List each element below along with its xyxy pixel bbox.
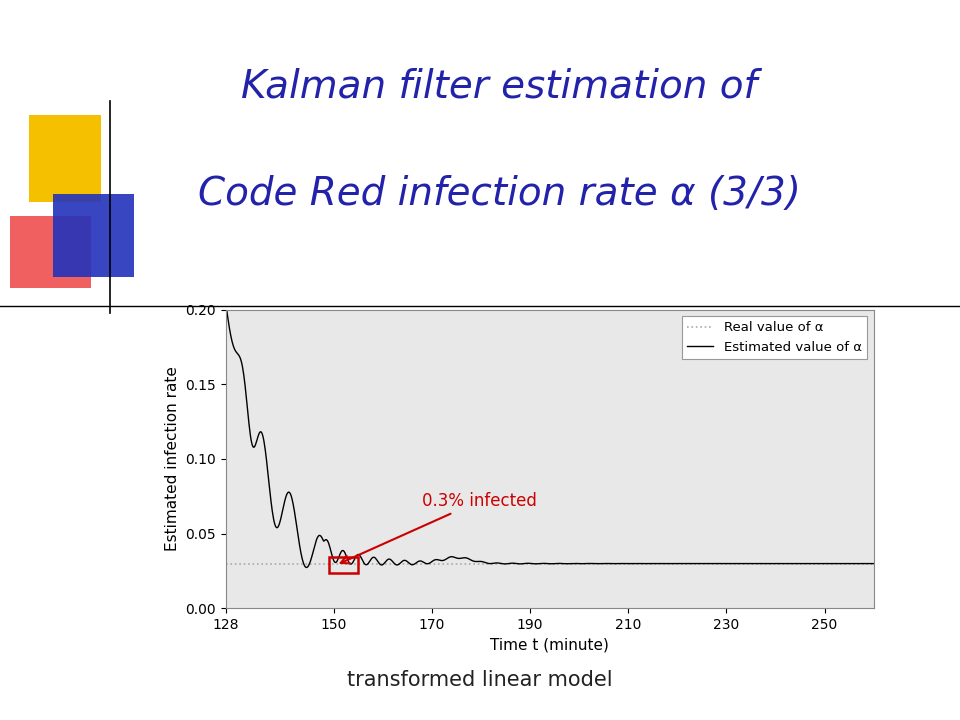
Text: 0.3% infected: 0.3% infected [341, 492, 537, 563]
Estimated value of α [286, 494, 298, 503]
Bar [328, 557, 358, 573]
Y-axis label: Estimated infection rate: Estimated infection rate [164, 366, 180, 552]
Text: Code Red infection rate α (3/3): Code Red infection rate α (3/3) [198, 176, 801, 213]
Estimated value of α [483, 559, 494, 568]
Legend: Real value of α, Estimated value of α: Real value of α, Estimated value of α [682, 316, 867, 359]
Line: Estimated value of α: Estimated value of α [226, 302, 874, 567]
Estimated value of α [737, 559, 749, 568]
Bar [29, 115, 101, 202]
Bar [10, 216, 91, 288]
Text: transformed linear model: transformed linear model [348, 670, 612, 690]
Estimated value of α [726, 559, 737, 568]
Estimated value of α [300, 563, 312, 572]
Estimated value of α [665, 559, 677, 568]
Text: Kalman filter estimation of: Kalman filter estimation of [241, 68, 757, 105]
Estimated value of α [868, 559, 879, 568]
X-axis label: Time t (minute): Time t (minute) [491, 638, 609, 652]
Estimated value of α [506, 559, 517, 567]
Bar [53, 194, 134, 277]
Estimated value of α [220, 297, 231, 306]
